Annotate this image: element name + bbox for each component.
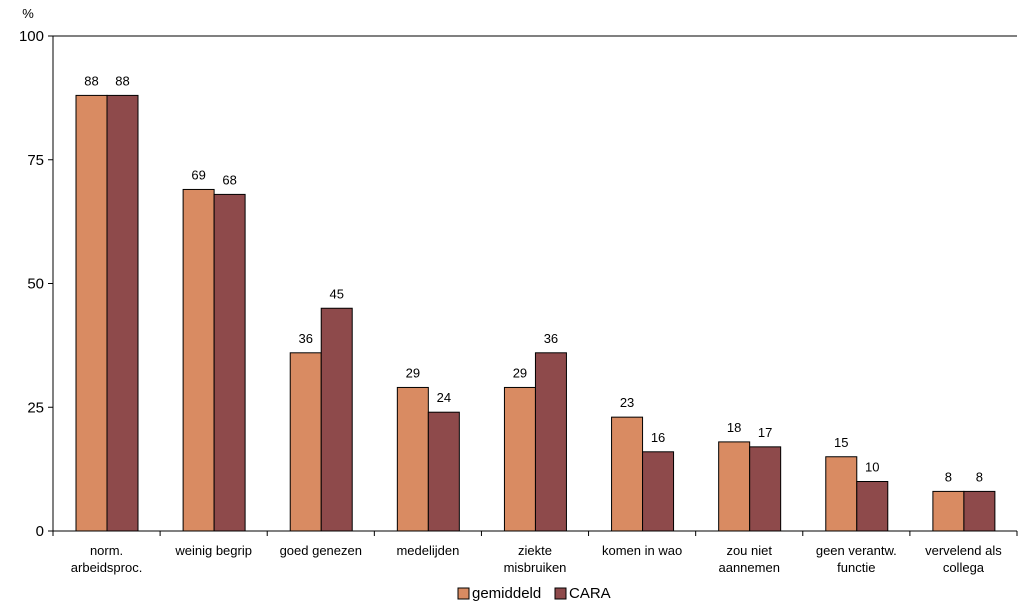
data-label: 45 — [329, 286, 343, 301]
x-category-label: collega — [943, 560, 985, 575]
bar-cara — [856, 481, 889, 532]
x-category-label: zou niet — [726, 543, 772, 558]
bar-gemiddeld — [718, 441, 751, 532]
bar-cara — [963, 490, 996, 532]
x-category-label: norm. — [90, 543, 123, 558]
bar-gemiddeld — [503, 386, 536, 532]
data-label: 8 — [945, 469, 952, 484]
legend-swatch-cara — [554, 587, 567, 600]
x-category-label: medelijden — [396, 543, 459, 558]
bar-gemiddeld — [182, 188, 215, 532]
x-category-label: ziekte — [518, 543, 552, 558]
y-tick-label: 100 — [19, 28, 44, 45]
data-label: 29 — [513, 365, 527, 380]
y-tick-label: 25 — [27, 399, 44, 416]
y-axis-unit-label: % — [22, 6, 34, 21]
x-category-label: komen in wao — [602, 543, 682, 558]
data-label: 36 — [298, 331, 312, 346]
legend-label: gemiddeld — [472, 585, 541, 602]
bars — [75, 94, 996, 532]
bar-cara — [320, 307, 353, 532]
data-label: 15 — [834, 435, 848, 450]
x-category-label: goed genezen — [280, 543, 362, 558]
data-label: 17 — [758, 425, 772, 440]
data-label: 24 — [437, 390, 451, 405]
bar-cara — [642, 451, 675, 532]
axes: % 0 25 50 75 100 norm. arbeidsproc. weinig begri… — [19, 6, 1018, 575]
data-label: 8 — [976, 469, 983, 484]
legend-swatch-gemiddeld — [457, 587, 470, 600]
data-label: 18 — [727, 420, 741, 435]
x-category-label: geen verantw. — [816, 543, 897, 558]
x-category-label: weinig begrip — [174, 543, 252, 558]
bar-cara — [534, 352, 567, 532]
y-tick-label: 75 — [27, 152, 44, 169]
bar-cara — [106, 94, 139, 532]
legend: gemiddeld CARA — [457, 585, 611, 602]
y-tick-label: 50 — [27, 276, 44, 293]
bar-cara — [213, 193, 246, 532]
bar-gemiddeld — [825, 456, 858, 532]
data-label: 29 — [406, 365, 420, 380]
data-label: 23 — [620, 395, 634, 410]
bar-cara — [749, 446, 782, 532]
x-category-label: aannemen — [718, 560, 779, 575]
data-label: 16 — [651, 430, 665, 445]
data-label: 69 — [191, 167, 205, 182]
data-label: 68 — [222, 172, 236, 187]
bar-gemiddeld — [396, 386, 429, 532]
legend-label: CARA — [569, 585, 611, 602]
data-label: 36 — [544, 331, 558, 346]
bar-cara — [427, 411, 460, 532]
x-category-label: arbeidsproc. — [71, 560, 143, 575]
x-category-label: vervelend als — [925, 543, 1002, 558]
data-label: 88 — [115, 73, 129, 88]
x-category-label: misbruiken — [504, 560, 567, 575]
y-tick-label: 0 — [36, 523, 44, 540]
bar-gemiddeld — [932, 490, 965, 532]
data-label: 88 — [84, 73, 98, 88]
bar-gemiddeld — [75, 94, 108, 532]
x-category-label: functie — [837, 560, 875, 575]
bar-gemiddeld — [289, 352, 322, 532]
data-label: 10 — [865, 460, 879, 475]
bar-gemiddeld — [611, 416, 644, 532]
